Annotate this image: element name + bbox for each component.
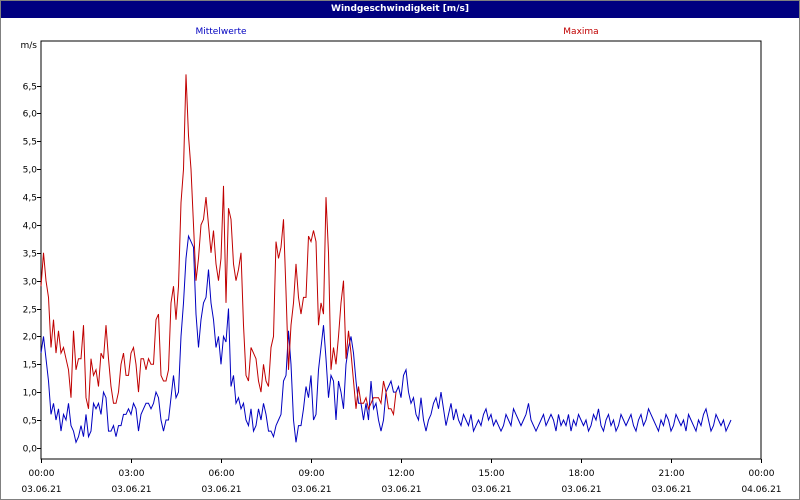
x-tick-date: 03.06.21 [291,485,331,495]
y-axis-unit: m/s [21,41,38,51]
x-tick-time: 00:00 [749,469,775,479]
y-tick-label: 4,5 [23,194,37,204]
x-tick-time: 12:00 [389,469,415,479]
x-tick-time: 15:00 [479,469,505,479]
y-tick-label: 3,5 [23,250,37,260]
y-tick-label: 5,0 [23,166,38,176]
series-line-maxima [40,74,397,417]
legend-mittelwerte: Mittelwerte [195,27,246,37]
x-tick-time: 03:00 [119,469,145,479]
y-tick-label: 6,0 [23,110,38,120]
y-tick-label: 5,5 [23,138,37,148]
axes [37,40,762,463]
y-tick-label: 2,0 [23,333,38,343]
x-tick-date: 03.06.21 [111,485,151,495]
x-tick-date: 03.06.21 [21,485,61,495]
y-tick-label: 2,5 [23,306,37,316]
x-tick-date: 03.06.21 [471,485,511,495]
x-tick-labels: 00:00 03.06.21 03:00 03.06.21 06:00 03.06.21 0… [21,469,781,495]
x-tick-date: 03.06.21 [651,485,691,495]
plot-frame [40,40,762,460]
legend-maxima: Maxima [563,27,598,37]
y-tick-label: 3,0 [23,278,38,288]
legend: Mittelwerte Maxima [195,27,598,37]
x-tick-date: 03.06.21 [561,485,601,495]
x-tick-time: 09:00 [299,469,325,479]
y-tick-label: 1,5 [23,361,37,371]
y-tick-label: 0,5 [23,417,37,427]
x-tick-date: 03.06.21 [381,485,421,495]
x-tick-date: 04.06.21 [741,485,781,495]
x-tick-time: 21:00 [659,469,685,479]
y-tick-labels: 0,0 0,5 1,0 1,5 2,0 2,5 3,0 3,5 4,0 4,5 5,0 5,5 6,0 6… [21,41,38,455]
x-tick-time: 00:00 [29,469,55,479]
x-tick-time: 18:00 [569,469,595,479]
chart-title: Windgeschwindigkeit [m/s] [1,1,799,18]
x-tick-date: 03.06.21 [201,485,241,495]
y-tick-label: 6,5 [23,83,37,93]
y-tick-label: 0,0 [23,445,38,455]
series-lines [40,74,732,444]
y-tick-label: 4,0 [23,222,38,232]
x-tick-time: 06:00 [209,469,235,479]
y-tick-label: 1,0 [23,389,38,399]
